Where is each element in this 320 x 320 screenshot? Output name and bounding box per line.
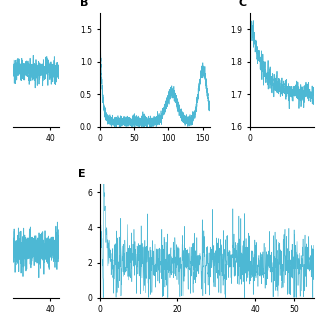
Text: C: C xyxy=(239,0,247,8)
Text: B: B xyxy=(80,0,88,8)
Text: E: E xyxy=(78,169,86,179)
